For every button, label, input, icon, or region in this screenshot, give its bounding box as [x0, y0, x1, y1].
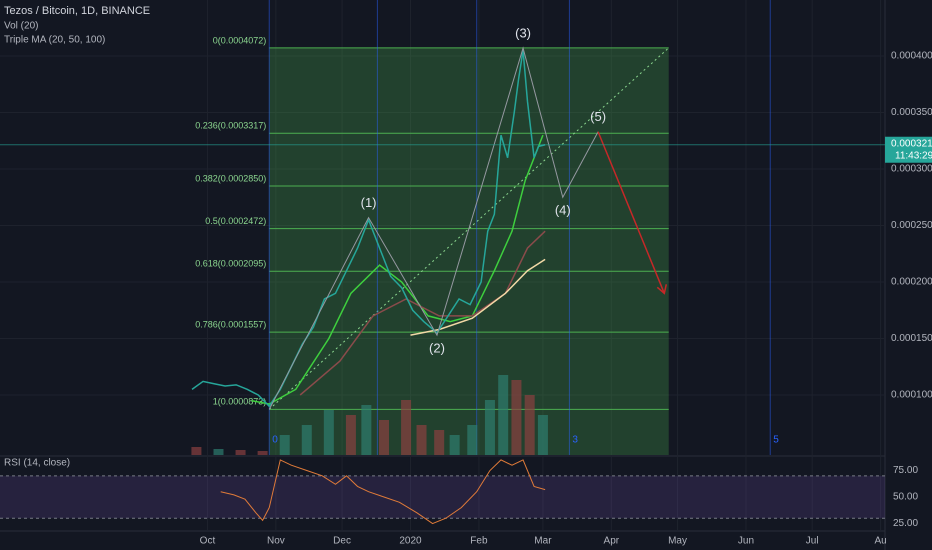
fib-area: [269, 47, 669, 456]
rsi-tick-label: 50.00: [893, 492, 918, 503]
volume-bar: [213, 449, 224, 455]
x-tick-label: Jul: [806, 536, 819, 547]
fib-label: 1(0.0000873): [213, 397, 267, 407]
x-tick-label: Oct: [200, 536, 216, 547]
time-zone-label: 3: [572, 435, 578, 446]
y-tick-label: 0.0001000: [891, 390, 932, 401]
countdown: 11:43:29: [895, 150, 932, 161]
volume-bar: [301, 425, 312, 455]
volume-bar: [524, 395, 535, 455]
rsi-tick-label: 25.00: [893, 518, 918, 529]
volume-bar: [537, 415, 548, 455]
projection: [597, 131, 665, 294]
time-zone-label: 5: [773, 435, 779, 446]
volume-bar: [361, 405, 372, 455]
wave-label: (4): [555, 203, 571, 218]
volume-bar: [511, 380, 522, 455]
x-tick-label: Au: [874, 536, 886, 547]
price-tag-label: 0.0003215: [891, 138, 932, 149]
wave-label: (3): [515, 26, 531, 41]
x-tick-label: Mar: [534, 536, 552, 547]
wave-label: (1): [361, 195, 377, 210]
volume-bar: [416, 425, 427, 455]
x-tick-label: Dec: [333, 536, 351, 547]
time-zone-label: 0: [272, 435, 278, 446]
wave-label: (2): [429, 341, 445, 356]
x-tick-label: Apr: [604, 536, 620, 547]
chart-title: Tezos / Bitcoin, 1D, BINANCE: [4, 5, 150, 17]
volume-bar: [434, 430, 445, 455]
moving-average: [299, 230, 546, 396]
price-tag: [885, 136, 932, 163]
x-tick-label: May: [668, 536, 687, 547]
rsi-line: [220, 459, 546, 525]
volume-bar: [498, 375, 509, 455]
moving-average: [251, 134, 544, 405]
volume-bar: [484, 400, 495, 455]
fib-label: 0.236(0.0003317): [195, 121, 266, 131]
wave-path: [268, 46, 599, 410]
volume-bar: [449, 435, 460, 455]
wave-label: (5): [590, 109, 606, 124]
volume-bar: [279, 435, 290, 455]
rsi-tick-label: 75.00: [893, 465, 918, 476]
volume-bar: [401, 400, 412, 455]
volume-bar: [345, 415, 356, 455]
indicator: Triple MA (20, 50, 100): [4, 35, 105, 46]
indicator: Vol (20): [4, 21, 38, 32]
arrow-head: [656, 284, 668, 295]
fib-label: 0.382(0.0002850): [195, 173, 266, 183]
fib-label: 0.786(0.0001557): [195, 319, 266, 329]
volume-bar: [191, 447, 202, 455]
x-tick-label: Jun: [738, 536, 754, 547]
x-tick-label: Feb: [470, 536, 488, 547]
volume-bar: [467, 425, 478, 455]
price-line: [191, 50, 546, 408]
volume-bar: [379, 420, 390, 455]
rsi-band: [0, 475, 885, 519]
x-tick-label: 2020: [399, 536, 422, 547]
fib-label: 0.618(0.0002095): [195, 259, 266, 269]
volume-bar: [323, 410, 334, 455]
rsi-title: RSI (14, close): [4, 458, 70, 469]
fib-label: 0.5(0.0002472): [205, 216, 266, 226]
x-tick-label: Nov: [267, 536, 285, 547]
volume-bar: [257, 451, 268, 455]
fib-label: 0(0.0004072): [213, 35, 267, 45]
volume-bar: [235, 450, 246, 455]
